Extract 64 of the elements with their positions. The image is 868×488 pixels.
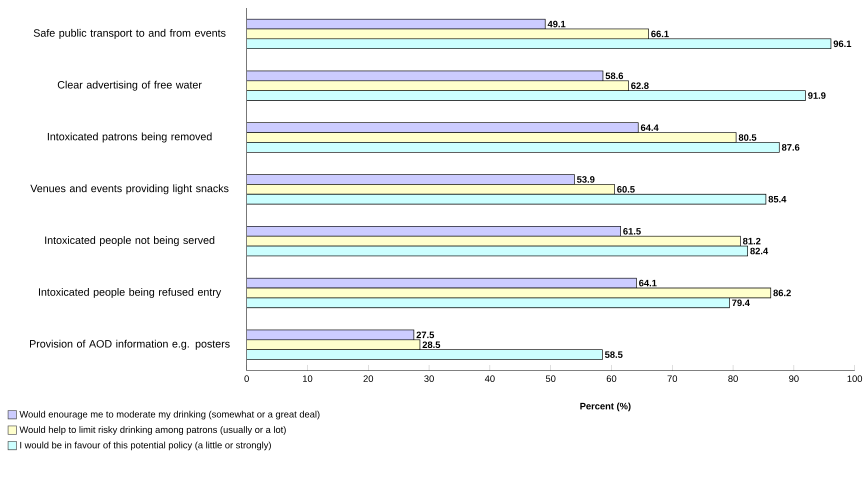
- bar: [246, 174, 575, 185]
- x-tick-label: 40: [484, 375, 495, 382]
- x-tick-label: 100: [848, 375, 862, 382]
- data-label: 91.9: [808, 92, 826, 99]
- x-tick-label: 70: [668, 375, 678, 382]
- bar: [246, 38, 832, 50]
- bar: [246, 90, 806, 101]
- legend-label: I would be in favour of this potential policy (a little or strongly): [20, 442, 271, 450]
- data-label: 49.1: [548, 20, 566, 28]
- data-label: 86.2: [773, 290, 791, 296]
- data-label: 53.9: [577, 176, 595, 183]
- bar: [246, 246, 748, 256]
- data-label: 61.5: [623, 228, 641, 235]
- bar: [246, 226, 621, 237]
- bar: [246, 70, 604, 82]
- data-label: 81.2: [742, 238, 760, 244]
- x-tick-label: 80: [728, 375, 738, 382]
- x-tick-label: 0: [244, 375, 249, 382]
- y-tick-label: Intoxicated people being refused entry: [38, 288, 222, 298]
- data-label: 96.1: [834, 40, 852, 48]
- data-label: 28.5: [422, 341, 440, 348]
- y-tick-label: Safe public transport to and from events: [34, 28, 226, 39]
- bar: [246, 80, 629, 91]
- legend-label: Would help to limit risky drinking among patrons (usually or a lot): [19, 426, 286, 435]
- y-tick-label: Intoxicated people not being served: [45, 236, 214, 246]
- bar: [246, 18, 546, 30]
- data-label: 64.1: [639, 280, 657, 286]
- x-tick-label: 90: [789, 375, 799, 382]
- data-label: 62.8: [631, 82, 649, 90]
- data-label: 58.5: [604, 351, 623, 358]
- data-label: 58.6: [606, 72, 624, 80]
- data-label: 82.4: [750, 248, 768, 254]
- bar: [246, 142, 780, 153]
- bar: [246, 236, 741, 246]
- data-label: 66.1: [651, 30, 669, 38]
- data-label: 87.6: [782, 144, 800, 151]
- bar: [246, 339, 420, 350]
- bar: [246, 278, 637, 288]
- y-tick-label: Intoxicated patrons being removed: [48, 132, 212, 142]
- data-label: 79.4: [732, 300, 750, 306]
- legend-label: Would enourage me to moderate my drinking (somewhat or a great deal): [19, 410, 320, 420]
- y-tick-label: Clear advertising of free water: [58, 80, 202, 91]
- bar: [246, 330, 414, 340]
- x-axis-title: Percent (%): [580, 402, 631, 412]
- x-tick-label: 60: [606, 375, 616, 382]
- y-tick-label: Provision of AOD information e.g. posters: [30, 340, 230, 350]
- bar: [246, 194, 766, 204]
- data-label: 27.5: [416, 332, 434, 338]
- x-tick-label: 10: [302, 375, 312, 382]
- bar: [246, 349, 603, 360]
- bar: [246, 122, 639, 133]
- x-tick-label: 20: [364, 375, 374, 382]
- bar: [246, 288, 772, 298]
- bar: [246, 184, 615, 195]
- x-tick-label: 30: [424, 375, 434, 382]
- data-label: 80.5: [738, 134, 756, 141]
- bar: [246, 298, 730, 308]
- y-tick-label: Venues and events providing light snacks: [30, 184, 229, 194]
- data-label: 85.4: [768, 196, 786, 202]
- x-tick-label: 50: [546, 375, 556, 382]
- data-label: 64.4: [640, 124, 659, 131]
- bar: [246, 28, 649, 40]
- data-label: 60.5: [617, 186, 635, 193]
- bar: [246, 132, 736, 143]
